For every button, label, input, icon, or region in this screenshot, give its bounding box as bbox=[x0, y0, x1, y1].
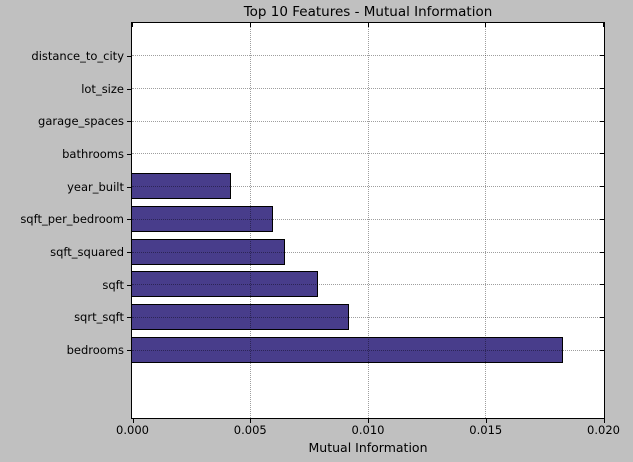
hgridline bbox=[132, 218, 604, 220]
y-tick-mark bbox=[600, 153, 604, 155]
x-tick-mark bbox=[368, 419, 369, 423]
plot-area bbox=[131, 22, 605, 419]
y-tick-label-sqft_squared: sqft_squared bbox=[50, 245, 124, 259]
bar-sqft_per_bedroom bbox=[132, 205, 274, 232]
y-tick-mark bbox=[127, 153, 131, 155]
x-tick-label: 0.015 bbox=[469, 423, 503, 437]
y-tick-mark bbox=[127, 186, 131, 188]
y-tick-mark bbox=[600, 55, 604, 57]
y-tick-mark bbox=[127, 350, 131, 352]
hgridline bbox=[132, 284, 604, 286]
x-tick-label: 0.000 bbox=[116, 423, 149, 437]
x-tick-mark bbox=[367, 23, 369, 27]
y-tick-mark bbox=[600, 218, 604, 220]
y-tick-label-garage_spaces: garage_spaces bbox=[38, 114, 124, 129]
x-tick-mark bbox=[485, 419, 487, 423]
bar-sqft_squared bbox=[132, 238, 286, 265]
hgridline bbox=[132, 349, 604, 351]
bar-year_built bbox=[132, 173, 231, 200]
bar-sqrt_sqft bbox=[132, 303, 349, 330]
y-tick-mark bbox=[127, 317, 131, 319]
hgridline bbox=[132, 153, 604, 155]
y-tick-mark bbox=[600, 316, 604, 318]
hgridline bbox=[132, 316, 604, 318]
y-tick-label-sqft_per_bedroom: sqft_per_bedroom bbox=[20, 212, 124, 227]
hgridline bbox=[132, 186, 604, 188]
x-tick-mark bbox=[485, 23, 487, 27]
y-tick-label-bedrooms: bedrooms bbox=[66, 343, 124, 358]
hgridline bbox=[132, 120, 604, 122]
hgridline bbox=[132, 55, 604, 57]
hgridline bbox=[132, 251, 604, 253]
hgridline bbox=[132, 88, 604, 89]
vgridline bbox=[367, 23, 369, 418]
chart-title: Top 10 Features - Mutual Information bbox=[243, 4, 493, 20]
x-tick-mark bbox=[250, 419, 252, 423]
bar-sqft bbox=[132, 271, 319, 298]
x-tick-mark bbox=[132, 419, 134, 423]
x-tick-mark bbox=[603, 419, 605, 423]
y-tick-mark bbox=[600, 88, 604, 89]
x-tick-label: 0.005 bbox=[233, 423, 267, 437]
y-tick-mark bbox=[127, 284, 131, 286]
y-tick-label-lot_size: lot_size bbox=[81, 81, 124, 96]
x-tick-mark bbox=[603, 23, 604, 27]
vgridline bbox=[249, 23, 251, 418]
y-tick-label-distance_to_city: distance_to_city bbox=[31, 48, 124, 63]
x-tick-mark bbox=[132, 23, 133, 27]
y-tick-mark bbox=[600, 251, 604, 253]
y-tick-mark bbox=[127, 55, 131, 57]
y-tick-label-sqft: sqft bbox=[102, 277, 124, 292]
y-tick-mark bbox=[127, 219, 131, 221]
x-tick-label: 0.010 bbox=[351, 423, 385, 437]
vgridline bbox=[485, 23, 487, 418]
y-tick-label-year_built: year_built bbox=[67, 179, 124, 194]
y-tick-mark bbox=[127, 252, 131, 253]
y-tick-mark bbox=[600, 284, 604, 286]
y-tick-mark bbox=[600, 120, 604, 122]
y-tick-label-bathrooms: bathrooms bbox=[62, 146, 124, 161]
y-tick-mark bbox=[600, 186, 604, 188]
y-tick-label-sqrt_sqft: sqrt_sqft bbox=[74, 310, 124, 325]
x-axis-label: Mutual Information bbox=[308, 440, 428, 455]
y-tick-mark bbox=[127, 121, 131, 123]
y-tick-mark bbox=[600, 349, 604, 351]
x-tick-label: 0.020 bbox=[587, 423, 620, 437]
x-tick-mark bbox=[249, 23, 251, 27]
y-tick-mark bbox=[127, 88, 131, 90]
bar-bedrooms bbox=[132, 336, 563, 363]
